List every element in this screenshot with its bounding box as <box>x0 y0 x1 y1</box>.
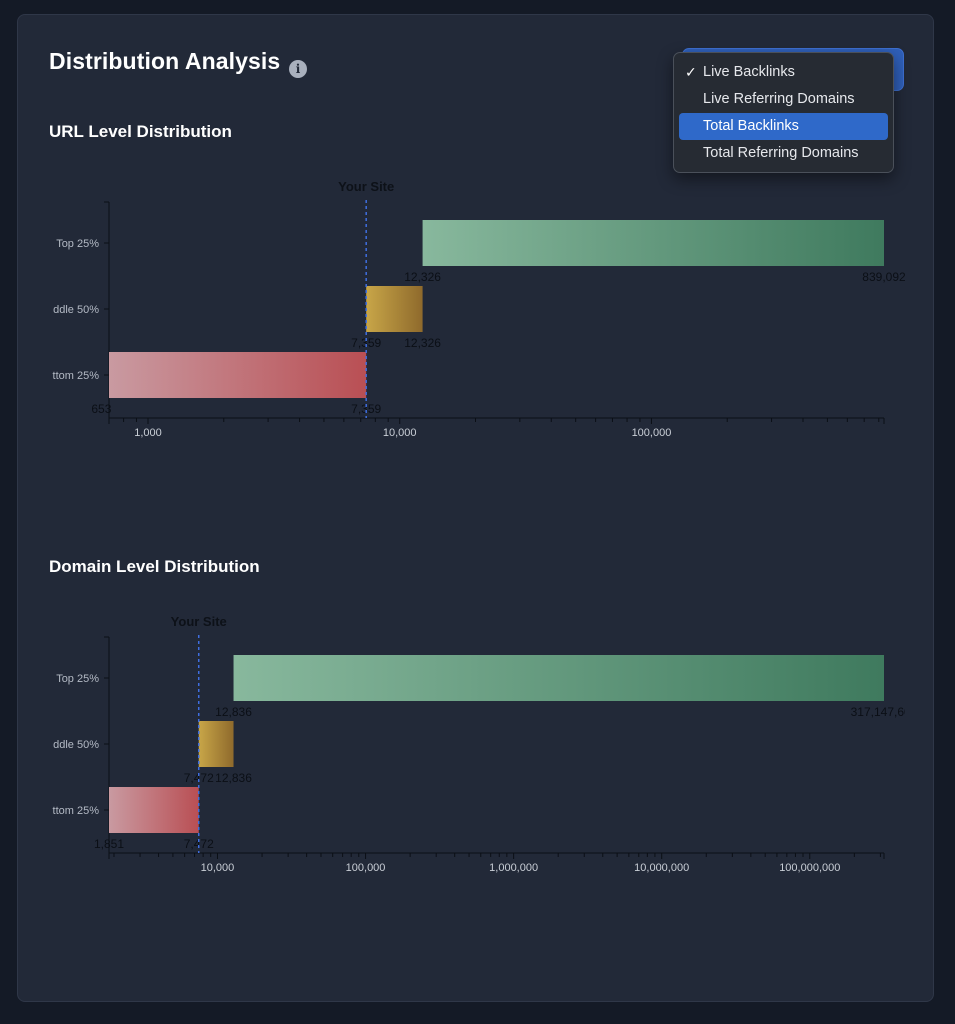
range-start-label: 12,836 <box>215 705 252 719</box>
option-total-referring-domains[interactable]: Total Referring Domains <box>679 140 888 167</box>
x-tick-label: 10,000,000 <box>634 862 689 874</box>
x-tick-label: 100,000 <box>346 862 386 874</box>
range-end-label: 839,092 <box>862 270 905 284</box>
range-bar <box>109 787 199 833</box>
category-label: Top 25% <box>56 238 99 250</box>
your-site-label: Your Site <box>338 179 394 194</box>
x-tick-label: 10,000 <box>383 427 417 439</box>
your-site-label: Your Site <box>171 614 227 629</box>
info-icon[interactable]: i <box>289 60 307 78</box>
x-tick-label: 1,000 <box>134 427 162 439</box>
range-end-label: 7,472 <box>184 837 214 851</box>
x-tick-label: 1,000,000 <box>489 862 538 874</box>
chart-svg-0: Top 25% ddle 50% ttom 25% 12,326 839,092 7,35… <box>53 179 905 439</box>
option-live-backlinks[interactable]: ✓ Live Backlinks <box>679 59 888 86</box>
domain-level-title: Domain Level Distribution <box>49 557 260 576</box>
range-end-label: 317,147,600 <box>851 705 905 719</box>
url-level-title: URL Level Distribution <box>49 122 232 141</box>
category-label: Top 25% <box>56 673 99 685</box>
option-total-backlinks[interactable]: Total Backlinks <box>679 113 888 140</box>
page-title: Distribution Analysis <box>49 48 281 74</box>
category-label: ttom 25% <box>53 370 100 382</box>
x-tick-label: 100,000,000 <box>779 862 840 874</box>
checkmark-icon: ✓ <box>685 64 697 80</box>
category-label: ddle 50% <box>53 304 99 316</box>
distribution-card <box>17 14 934 1002</box>
option-label: Total Referring Domains <box>703 145 859 161</box>
range-bar <box>366 286 423 332</box>
range-bar <box>109 352 367 398</box>
range-start-label: 7,472 <box>184 771 214 785</box>
range-start-label: 1,851 <box>94 837 124 851</box>
range-start-label: 12,326 <box>404 270 441 284</box>
range-bar <box>233 655 884 701</box>
range-start-label: 7,359 <box>351 336 381 350</box>
category-label: ttom 25% <box>53 805 100 817</box>
metric-dropdown-menu: ✓ Live Backlinks Live Referring Domains … <box>673 52 894 173</box>
range-start-label: 653 <box>91 402 111 416</box>
range-end-label: 12,326 <box>404 336 441 350</box>
x-tick-label: 100,000 <box>632 427 672 439</box>
chart-svg-1: Top 25% ddle 50% ttom 25% 12,836 317,147,600… <box>53 614 905 874</box>
range-end-label: 7,359 <box>351 402 381 416</box>
range-bar <box>198 721 234 767</box>
domain-level-chart: Top 25% ddle 50% ttom 25% 12,836 317,147,600… <box>40 605 905 885</box>
option-live-referring-domains[interactable]: Live Referring Domains <box>679 86 888 113</box>
option-label: Live Backlinks <box>703 64 795 80</box>
range-bar <box>422 220 884 266</box>
category-label: ddle 50% <box>53 739 99 751</box>
option-label: Live Referring Domains <box>703 91 855 107</box>
x-tick-label: 10,000 <box>201 862 235 874</box>
range-end-label: 12,836 <box>215 771 252 785</box>
option-label: Total Backlinks <box>703 118 799 134</box>
url-level-chart: Top 25% ddle 50% ttom 25% 12,326 839,092 7,35… <box>40 170 905 450</box>
